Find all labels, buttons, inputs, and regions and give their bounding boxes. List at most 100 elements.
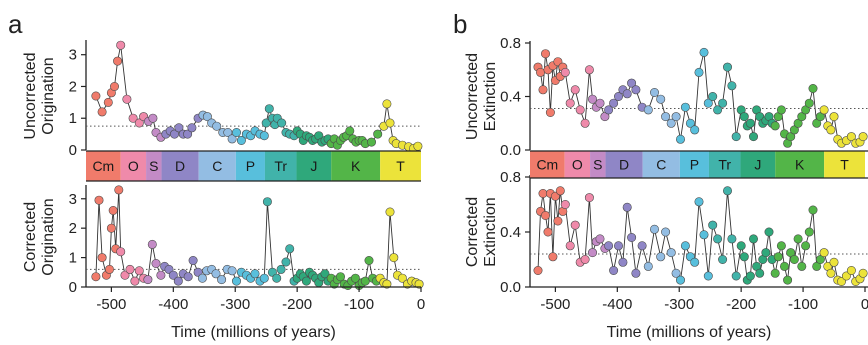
chart-b-upper-ylabel-line2: Extinction	[482, 62, 499, 131]
chart-b-upper-point	[829, 112, 839, 122]
chart-a-lower-point	[94, 195, 104, 205]
period-label-T: T	[840, 157, 849, 173]
period-band-P-1	[679, 151, 709, 178]
chart-a-upper-point	[345, 126, 355, 136]
panel-a-letter: a	[8, 9, 23, 39]
period-label-T: T	[396, 158, 405, 174]
chart-b-lower-point	[694, 197, 704, 207]
chart-b-upper-point	[708, 92, 718, 102]
period-band-O-0	[120, 151, 147, 181]
period-label-Tr: Tr	[718, 157, 731, 173]
chart-b-lower-point	[819, 248, 829, 258]
chart-b-lower-point	[713, 234, 723, 244]
chart-b-upper-point	[804, 98, 814, 108]
chart-b-lower-point	[661, 227, 671, 237]
chart-b-lower-point	[748, 234, 758, 244]
chart-a-upper-point	[227, 134, 237, 144]
chart-a-lower-point	[285, 244, 295, 254]
chart-a-lower-point	[91, 272, 101, 282]
chart-a-lower-point	[397, 273, 407, 283]
period-band-J-1	[740, 151, 776, 178]
period-band-T-0	[380, 151, 421, 181]
chart-b-lower-point	[565, 241, 575, 251]
chart-b-lower-point	[587, 248, 597, 258]
chart-b-upper-point	[609, 98, 619, 108]
chart-b-upper-point	[770, 121, 780, 131]
chart-b-lower-point	[812, 261, 822, 271]
chart-b-lower-point	[690, 257, 700, 267]
xtick-label: -300	[664, 296, 694, 313]
chart-b-lower-point	[783, 275, 793, 285]
chart-a-lower-point	[350, 273, 360, 283]
period-band-S-1	[590, 151, 606, 178]
chart-a-lower-point	[211, 269, 221, 279]
chart-b-upper-point	[731, 132, 741, 142]
chart-b-lower-point	[731, 271, 741, 281]
chart-b-lower-point	[584, 193, 594, 203]
chart-a-lower-point	[134, 266, 144, 276]
chart-a-lower-point	[108, 206, 118, 216]
chart-a-lower-point	[147, 239, 157, 249]
chart-b-upper-point	[587, 94, 597, 104]
chart-a-upper-point	[183, 129, 193, 139]
chart-b-lower-point	[745, 271, 755, 281]
chart-a-upper-ytick-label: 1	[69, 110, 77, 127]
chart-b-lower-point	[808, 205, 818, 215]
chart-b-upper-point	[745, 118, 755, 128]
chart-a-lower-point	[120, 270, 130, 280]
chart-b-lower-point	[560, 200, 570, 210]
chart-b-lower-point	[540, 211, 550, 221]
chart-b-lower-point	[789, 255, 799, 265]
chart-a-lower-point	[250, 269, 260, 279]
chart-a-lower-point	[364, 255, 374, 265]
chart-b-lower-ylabel-line2: Extinction	[482, 197, 499, 266]
chart-b-upper-point	[656, 94, 666, 104]
chart-a-lower-point	[389, 253, 399, 263]
chart-b-upper-point	[604, 105, 614, 115]
chart-b-upper-point	[565, 98, 575, 108]
chart-b-lower-ylabel: Corrected Extinction	[464, 197, 499, 267]
chart-a-lower-point	[173, 276, 183, 286]
chart-b-lower-point	[773, 252, 783, 262]
chart-b-lower-point	[736, 241, 746, 251]
chart-a-lower-point	[156, 270, 166, 280]
chart-b-upper-series-line	[537, 52, 864, 145]
chart-b-upper-point	[797, 112, 807, 122]
chart-b-upper-point	[661, 112, 671, 122]
chart-b-lower-point	[770, 268, 780, 278]
chart-a-upper-point	[202, 112, 212, 122]
chart-a-lower-ytick-label: 3	[69, 191, 77, 208]
period-band-C-1	[642, 151, 680, 178]
chart-b-upper-point	[540, 49, 550, 59]
period-label-J: J	[310, 158, 317, 174]
chart-a-upper-point	[116, 40, 126, 50]
chart-a-lower-ylabel-line2: Origination	[40, 198, 57, 275]
chart-b-lower-point	[804, 227, 814, 237]
chart-a-lower-point	[301, 276, 311, 286]
chart-b-lower-point	[631, 268, 641, 278]
chart-b-lower-point	[555, 186, 565, 196]
chart-b-upper-point	[727, 81, 737, 91]
chart-b-upper-point	[575, 105, 585, 115]
period-band-D-1	[605, 151, 643, 178]
chart-a-upper-point	[413, 141, 423, 151]
chart-a-lower-ylabel: Corrected Origination	[22, 198, 57, 275]
chart-b-upper-point	[703, 98, 713, 108]
chart-a-lower-point	[232, 276, 242, 286]
chart-b-upper-point	[580, 118, 590, 128]
chart-a-upper-point	[264, 104, 274, 114]
chart-b-lower-point	[643, 261, 653, 271]
chart-b-lower-point	[637, 241, 647, 251]
chart-a-upper-point	[236, 136, 246, 146]
chart-a-lower-point	[183, 272, 193, 282]
period-label-Cm: Cm	[536, 157, 558, 173]
chart-a-lower-point	[151, 258, 161, 268]
chart-b-upper-ylabel-line1: Uncorrected	[464, 53, 481, 140]
chart-b-upper-point	[643, 105, 653, 115]
chart-b-upper-point	[748, 132, 758, 142]
chart-b-lower-point	[671, 268, 681, 278]
period-label-D: D	[619, 157, 629, 173]
chart-b-upper-point	[680, 102, 690, 112]
chart-a-upper-ylabel-line2: Origination	[40, 57, 57, 134]
